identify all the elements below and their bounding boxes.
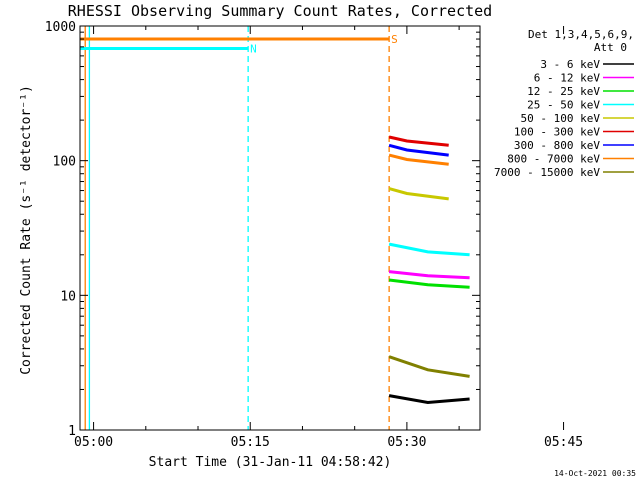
attenuator-label: Att 0 (594, 41, 627, 54)
legend-label: 12 - 25 keV (527, 85, 600, 98)
y-tick-label: 100 (53, 155, 76, 170)
chart-title: RHESSI Observing Summary Count Rates, Co… (68, 2, 492, 20)
detectors-label: Det 1,3,4,5,6,9, (528, 28, 634, 41)
legend-label: 100 - 300 keV (514, 126, 600, 139)
x-tick-label: 05:45 (544, 435, 583, 450)
data-series (388, 135, 470, 405)
timestamp: 14-Oct-2021 00:35 (554, 469, 636, 478)
y-tick-label: 10 (60, 289, 76, 304)
series-line (388, 153, 449, 166)
x-tick-label: 05:30 (387, 435, 426, 450)
interval-label: N (250, 43, 257, 56)
x-axis-label: Start Time (31-Jan-11 04:58:42) (149, 455, 392, 470)
interval-label: S (391, 33, 398, 46)
series-line (388, 278, 470, 289)
series-line (388, 394, 470, 405)
series-line (388, 135, 449, 147)
series-line (388, 187, 449, 201)
y-tick-label: 1 (68, 424, 76, 439)
series-line (388, 270, 470, 280)
legend-label: 25 - 50 keV (527, 99, 600, 112)
x-tick-label: 05:15 (231, 435, 270, 450)
legend-label: 300 - 800 keV (514, 139, 600, 152)
series-line (388, 355, 470, 378)
series-line (388, 143, 449, 157)
x-tick-label: 05:00 (74, 435, 113, 450)
legend-label: 800 - 7000 keV (507, 153, 600, 166)
interval-markers: SNNF (80, 33, 398, 56)
legend-label: 50 - 100 keV (521, 112, 601, 125)
plot-frame (79, 25, 481, 431)
y-tick-label: 1000 (45, 20, 76, 35)
series-line (388, 242, 470, 257)
y-axis-label: Corrected Count Rate (s⁻¹ detector⁻¹) (19, 85, 34, 375)
legend-label: 6 - 12 keV (534, 72, 601, 85)
legend-label: 7000 - 15000 keV (494, 166, 600, 179)
vertical-markers (84, 26, 390, 430)
axes: 05:0005:1505:3005:4506:0006:1506:3011010… (45, 20, 583, 450)
legend-label: 3 - 6 keV (540, 58, 600, 71)
